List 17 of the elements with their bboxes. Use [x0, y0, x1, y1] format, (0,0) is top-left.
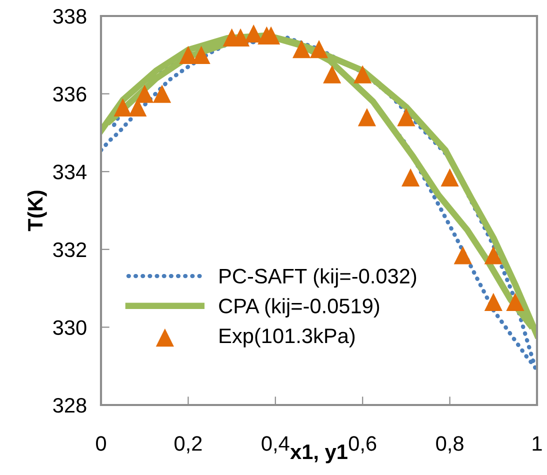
legend-label: Exp(101.3kPa): [220, 328, 355, 348]
x-tick-label: 1: [532, 436, 542, 451]
y-tick-label: 328: [53, 398, 86, 413]
y-tick-label: 332: [53, 242, 86, 258]
x-tick-label: 0: [96, 436, 106, 451]
x-tick-label: 0,8: [436, 436, 464, 454]
y-tick-label: 330: [53, 320, 86, 335]
y-tick-label: 334: [53, 164, 87, 180]
legend-label: CPA (kij=-0.0519): [219, 298, 380, 318]
x-tick-label: 0,6: [348, 436, 376, 454]
legend-label: PC-SAFT (kij=-0.032): [220, 268, 416, 288]
x-axis-title: x1, y1: [290, 444, 348, 464]
x-tick-label: 0,2: [174, 436, 202, 454]
y-axis-title: T(K): [27, 190, 47, 232]
x-tick-label: 0,4: [262, 436, 290, 454]
y-tick-label: 338: [53, 9, 86, 24]
y-tick-label: 336: [53, 86, 86, 102]
